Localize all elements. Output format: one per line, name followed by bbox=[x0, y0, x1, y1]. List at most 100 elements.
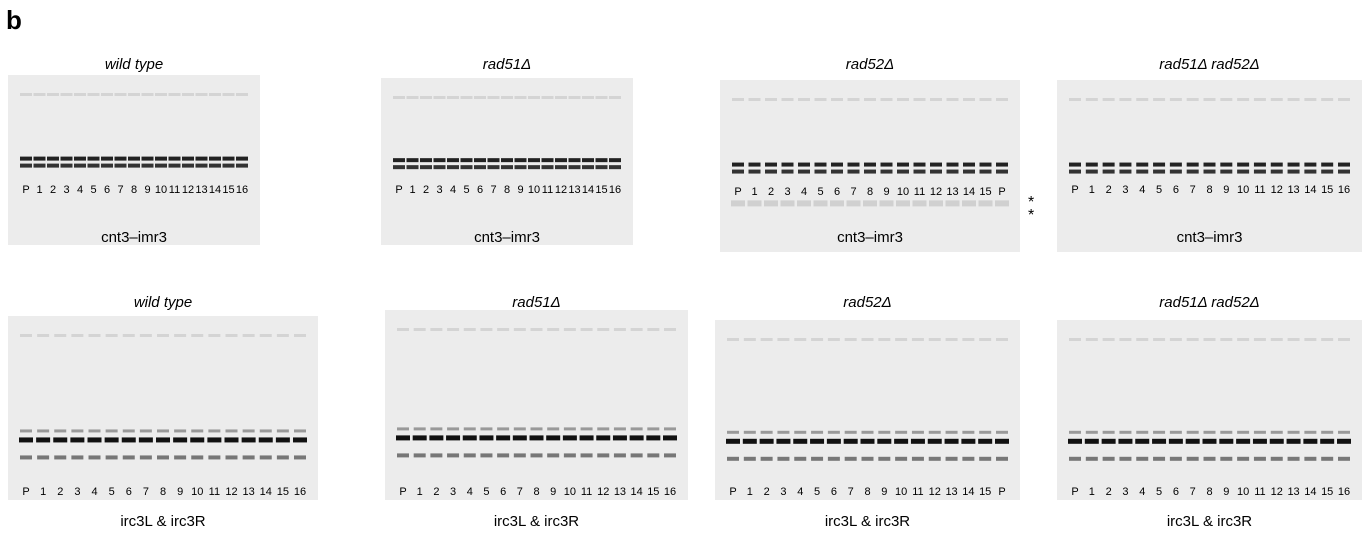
band bbox=[928, 430, 941, 434]
well bbox=[1287, 98, 1300, 101]
well bbox=[406, 96, 419, 99]
well bbox=[664, 328, 676, 331]
band bbox=[979, 162, 992, 167]
band bbox=[568, 158, 581, 163]
lane-label: 4 bbox=[801, 186, 807, 198]
band bbox=[396, 435, 410, 441]
well bbox=[1287, 338, 1300, 341]
well bbox=[878, 338, 891, 341]
lane-label: 12 bbox=[182, 184, 194, 196]
band bbox=[105, 429, 118, 433]
primer-label: cnt3–imr3 bbox=[474, 229, 540, 246]
gel-title: wild type bbox=[134, 294, 192, 311]
well bbox=[222, 93, 235, 96]
band bbox=[811, 456, 824, 461]
band bbox=[776, 438, 791, 444]
band bbox=[397, 453, 409, 458]
band bbox=[760, 430, 773, 434]
well bbox=[60, 93, 73, 96]
band bbox=[37, 429, 50, 433]
band bbox=[830, 200, 844, 207]
band bbox=[1253, 456, 1266, 461]
gel bbox=[715, 320, 1020, 500]
lane-label: 5 bbox=[463, 184, 469, 196]
band bbox=[412, 435, 427, 441]
well bbox=[105, 334, 118, 337]
lane-label: 4 bbox=[797, 486, 803, 498]
band bbox=[759, 438, 774, 444]
band bbox=[1119, 169, 1132, 174]
well bbox=[1136, 98, 1149, 101]
well bbox=[911, 338, 924, 341]
lane-label: 14 bbox=[209, 184, 221, 196]
well bbox=[1338, 98, 1350, 101]
band bbox=[207, 437, 222, 443]
lane-label: 5 bbox=[90, 184, 96, 196]
band bbox=[742, 438, 757, 444]
well bbox=[814, 98, 827, 101]
band bbox=[88, 455, 101, 460]
band bbox=[748, 162, 761, 167]
band bbox=[1085, 430, 1098, 434]
well bbox=[155, 93, 167, 96]
gel-title: rad52Δ bbox=[846, 56, 894, 73]
lane-label: 6 bbox=[104, 184, 110, 196]
lane-label: 7 bbox=[850, 186, 856, 198]
band bbox=[463, 427, 476, 431]
well bbox=[397, 328, 409, 331]
lane-label: 11 bbox=[914, 186, 925, 198]
band bbox=[222, 163, 235, 168]
lane-label: 9 bbox=[550, 486, 556, 498]
well bbox=[897, 98, 909, 101]
band bbox=[765, 169, 777, 174]
band bbox=[242, 455, 255, 460]
band bbox=[630, 427, 643, 431]
panel-label: b bbox=[6, 5, 22, 35]
lane-label: 7 bbox=[517, 486, 523, 498]
band bbox=[861, 430, 874, 434]
lane-label: 8 bbox=[1206, 486, 1212, 498]
band bbox=[487, 158, 500, 163]
asterisk: * bbox=[1028, 207, 1034, 224]
lane-label: 3 bbox=[780, 486, 786, 498]
band bbox=[1321, 162, 1334, 167]
band bbox=[20, 156, 32, 161]
band bbox=[1085, 169, 1098, 174]
lane-label: 16 bbox=[1338, 184, 1350, 196]
lane-label: 2 bbox=[50, 184, 56, 196]
well bbox=[474, 96, 486, 99]
well bbox=[732, 98, 744, 101]
band bbox=[155, 163, 167, 168]
lane-label: 10 bbox=[155, 184, 167, 196]
band bbox=[529, 435, 544, 441]
band bbox=[141, 163, 154, 168]
band bbox=[530, 453, 543, 458]
lane-label: P bbox=[22, 184, 29, 196]
band bbox=[1253, 162, 1266, 167]
well bbox=[460, 96, 473, 99]
band bbox=[847, 162, 860, 167]
well bbox=[1203, 338, 1216, 341]
band bbox=[727, 456, 739, 461]
band bbox=[276, 455, 289, 460]
well bbox=[20, 334, 32, 337]
lane-label: 11 bbox=[169, 184, 180, 196]
lane-label: 9 bbox=[517, 184, 523, 196]
lane-label: 11 bbox=[542, 184, 553, 196]
band bbox=[242, 429, 255, 433]
band bbox=[47, 163, 59, 168]
band bbox=[1287, 430, 1300, 434]
lane-label: 6 bbox=[477, 184, 483, 196]
band bbox=[781, 162, 794, 167]
lane-label: 10 bbox=[1237, 486, 1249, 498]
band bbox=[512, 435, 527, 441]
well bbox=[1136, 338, 1149, 341]
lane-label: 16 bbox=[664, 486, 676, 498]
band bbox=[794, 430, 807, 434]
asterisk: * bbox=[1028, 194, 1034, 211]
lane-label: 15 bbox=[595, 184, 607, 196]
well bbox=[1253, 338, 1266, 341]
band bbox=[1338, 162, 1350, 167]
band bbox=[275, 437, 290, 443]
well bbox=[242, 334, 255, 337]
